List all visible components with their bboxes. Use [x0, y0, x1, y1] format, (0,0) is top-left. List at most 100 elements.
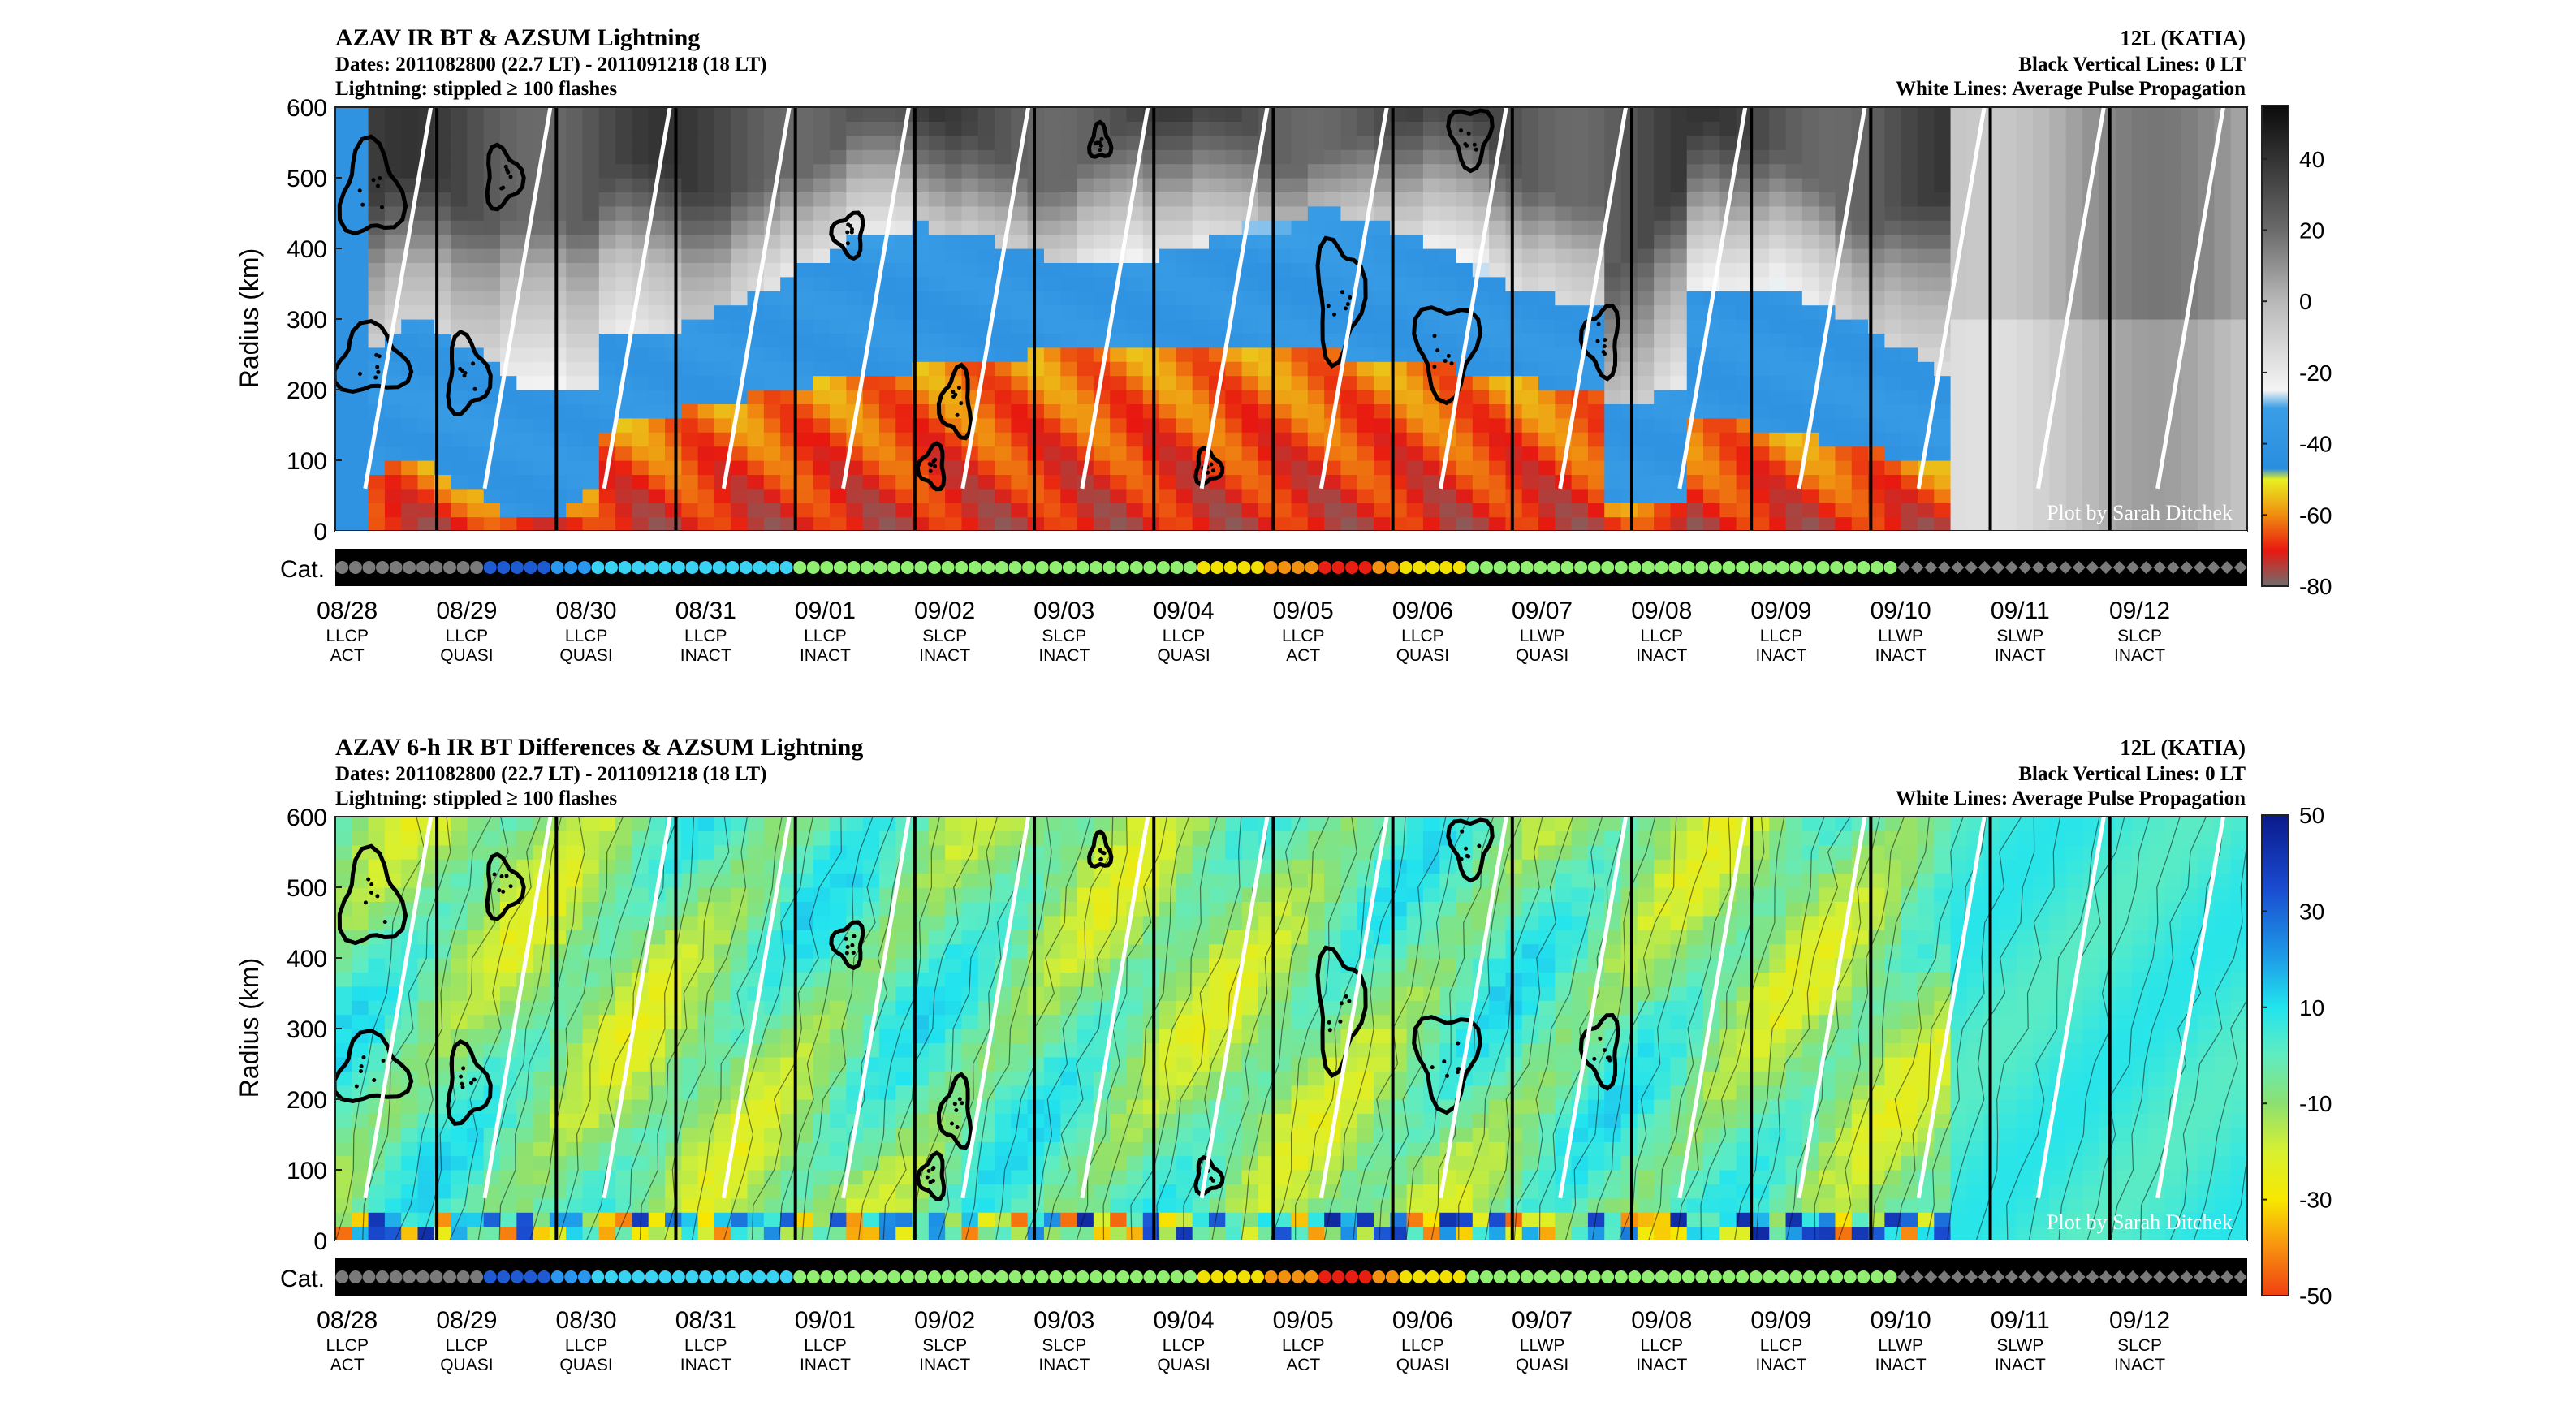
field-cell — [1472, 503, 1490, 518]
lightning-stipple — [1098, 148, 1102, 153]
field-cell — [1060, 319, 1078, 334]
field-cell — [813, 1056, 831, 1072]
field-cell — [2131, 417, 2149, 433]
field-cell — [2099, 333, 2116, 348]
field-cell — [1110, 163, 1128, 179]
field-cell — [928, 873, 946, 888]
field-cell — [2082, 304, 2099, 320]
category-marker — [1547, 561, 1560, 574]
field-cell — [2115, 361, 2133, 377]
field-cell — [533, 474, 550, 490]
field-cell — [1456, 390, 1474, 404]
field-cell — [467, 361, 485, 377]
field-cell — [928, 830, 946, 846]
field-cell — [1241, 248, 1259, 263]
field-cell — [1966, 205, 1984, 221]
field-cell — [878, 403, 896, 419]
field-cell — [1357, 107, 1374, 122]
x-stage-label: ACT — [330, 646, 365, 665]
field-cell — [352, 873, 369, 888]
field-cell — [1538, 234, 1556, 249]
field-cell — [1027, 276, 1045, 291]
field-cell — [862, 1127, 880, 1142]
x-stage-label: QUASI — [559, 646, 612, 665]
field-cell — [2016, 503, 2034, 518]
field-cell — [1538, 333, 1556, 348]
field-cell — [549, 1127, 567, 1142]
category-marker — [1763, 561, 1776, 574]
field-cell — [1340, 121, 1358, 136]
field-cell — [1555, 347, 1573, 362]
field-cell — [533, 1113, 550, 1128]
field-cell — [1456, 248, 1474, 263]
field-cell — [1785, 503, 1803, 518]
field-cell — [1060, 304, 1078, 320]
field-cell — [1456, 220, 1474, 235]
field-cell — [1801, 248, 1819, 263]
field-cell — [796, 460, 814, 475]
x-regime-label: LLCP — [1282, 627, 1325, 645]
field-cell — [2131, 205, 2149, 221]
field-cell — [2131, 234, 2149, 249]
field-cell — [1060, 516, 1078, 531]
field-cell — [1142, 319, 1160, 334]
field-cell — [533, 220, 550, 235]
field-cell — [1142, 446, 1160, 461]
field-cell — [1703, 135, 1720, 150]
field-cell — [2214, 205, 2232, 221]
field-cell — [1966, 192, 1984, 207]
field-cell — [549, 107, 567, 122]
field-cell — [665, 915, 682, 930]
field-cell — [813, 901, 831, 917]
field-cell — [714, 1212, 731, 1227]
field-cell — [928, 291, 946, 306]
field-cell — [549, 859, 567, 874]
field-cell — [1275, 220, 1292, 235]
field-cell — [1950, 503, 1968, 518]
field-cell — [747, 1085, 765, 1100]
field-cell — [1538, 474, 1556, 490]
field-cell — [1966, 333, 1984, 348]
field-cell — [1571, 446, 1589, 461]
field-cell — [796, 1212, 814, 1227]
field-cell — [1208, 149, 1226, 165]
field-cell — [681, 347, 699, 362]
field-cell — [1917, 262, 1935, 278]
field-cell — [945, 262, 963, 278]
field-cell — [384, 516, 402, 531]
field-cell — [2115, 417, 2133, 433]
field-cell — [780, 446, 798, 461]
field-cell — [1538, 262, 1556, 278]
field-cell — [1192, 276, 1210, 291]
field-cell — [1703, 163, 1720, 179]
field-cell — [714, 1113, 731, 1128]
field-cell — [1752, 234, 1770, 249]
field-cell — [2131, 178, 2149, 192]
top-bt-field — [335, 107, 2247, 531]
field-cell — [615, 1127, 633, 1142]
field-cell — [1555, 375, 1573, 390]
field-cell — [1357, 121, 1374, 136]
field-cell — [1043, 474, 1061, 490]
field-cell — [1752, 262, 1770, 278]
field-cell — [2198, 304, 2215, 320]
field-cell — [995, 361, 1012, 377]
field-cell — [813, 817, 831, 831]
field-cell — [731, 503, 749, 518]
field-cell — [566, 1184, 584, 1199]
field-cell — [1357, 488, 1374, 503]
field-cell — [1521, 291, 1539, 306]
field-cell — [747, 844, 765, 860]
field-cell — [451, 1014, 468, 1029]
field-cell — [1983, 149, 2001, 165]
field-cell — [582, 403, 600, 419]
field-cell — [516, 149, 534, 165]
field-cell — [2164, 446, 2182, 461]
field-cell — [1505, 460, 1523, 475]
field-cell — [1521, 205, 1539, 221]
field-cell — [1571, 516, 1589, 531]
field-cell — [1307, 178, 1325, 192]
field-cell — [533, 901, 550, 917]
field-cell — [566, 859, 584, 874]
field-cell — [846, 1029, 864, 1043]
